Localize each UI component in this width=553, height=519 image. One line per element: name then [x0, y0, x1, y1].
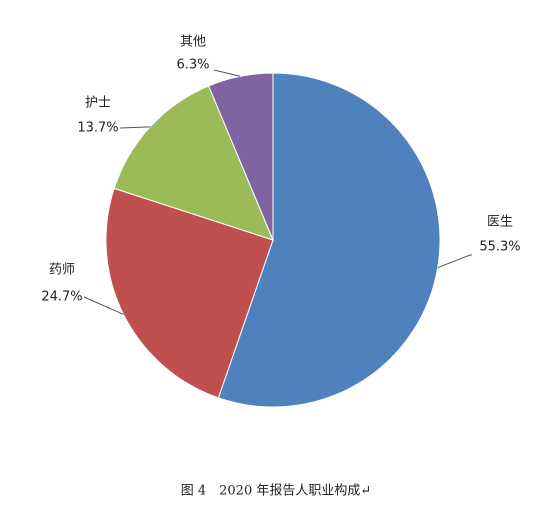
- leader-line: [213, 69, 241, 77]
- leader-line: [119, 126, 151, 129]
- caption: 图 4 2020 年报告人职业构成↵: [181, 484, 372, 499]
- leader-line: [437, 254, 472, 269]
- value-label: 13.7%: [77, 121, 118, 136]
- slice-label: 护士: [85, 96, 111, 111]
- value-label: 6.3%: [176, 58, 209, 73]
- pie-slice: [105, 187, 274, 399]
- value-label: 55.3%: [479, 240, 520, 255]
- pie-slice: [113, 85, 274, 241]
- pie-slice: [217, 72, 441, 408]
- value-label: 24.7%: [41, 290, 82, 305]
- leader-line: [83, 296, 124, 315]
- slice-label: 医生: [487, 215, 513, 230]
- slice-label: 药师: [49, 263, 75, 278]
- pie-slice: [207, 72, 274, 241]
- slice-label: 其他: [180, 35, 206, 50]
